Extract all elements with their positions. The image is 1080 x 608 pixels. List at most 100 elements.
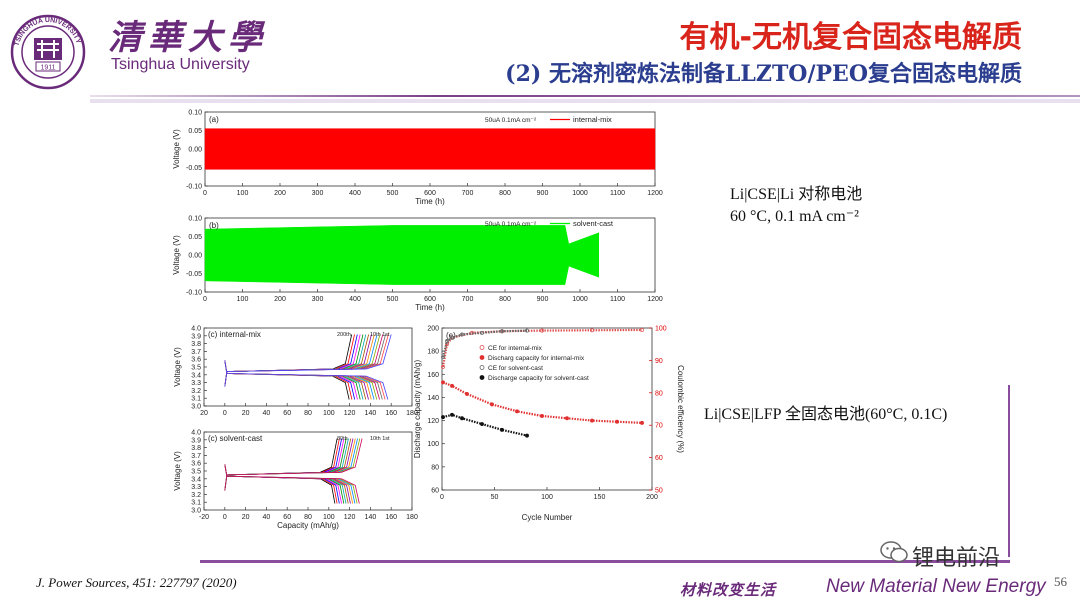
y-tick-label: 100 [427,441,439,448]
symmetric-cell-condition: 60 °C, 0.1 mA cm⁻² [730,206,862,228]
x-tick-label: 160 [385,514,397,521]
x-tick-label: 100 [323,514,335,521]
y2-tick-label: 70 [655,423,663,430]
y-tick-label: -0.10 [186,184,202,191]
legend-text: internal-mix [573,115,612,124]
y2-tick-label: 50 [655,488,663,495]
data-point [490,403,493,406]
x-tick-label: 150 [594,494,606,501]
panel-label: (a) [209,115,219,124]
x-tick-label: -20 [199,514,209,521]
x-tick-label: 140 [365,410,377,417]
condition-annotation: 50uA 0.1mA cm⁻² [485,221,537,228]
y-tick-label: 3.6 [191,461,201,468]
legend-text: solvent-cast [573,219,614,228]
slide-subtitle: (2) 无溶剂密炼法制备LLZTO/PEO复合固态电解质 [505,56,1022,88]
x-tick-label: 500 [387,190,399,197]
x-axis-label: Capacity (mAh/g) [277,521,339,530]
y2-tick-label: 80 [655,390,663,397]
y-tick-label: 3.6 [191,357,201,364]
x-tick-label: 20 [200,410,208,417]
data-point [450,384,453,387]
electrochem-figure: 0 100 200 300 400 500 600 700 800 900 1000 1100 1200… [168,106,686,548]
x-tick-label: 200 [646,494,658,501]
y-tick-label: 3.9 [191,333,201,340]
slogan-cn: 材料改变生活 [680,579,776,600]
x-tick-label: 120 [344,410,356,417]
y-tick-label: 4.0 [191,430,201,437]
y-tick-label: 0.00 [188,253,202,260]
y-tick-label: -0.10 [186,290,202,297]
x-tick-label: 500 [387,296,399,303]
y-tick-label: 60 [431,488,439,495]
y-tick-label: 160 [427,372,439,379]
x-tick-label: 100 [237,296,249,303]
data-point [500,428,503,431]
legend-marker [480,376,484,380]
x-tick-label: 0 [440,494,444,501]
x-tick-label: 400 [349,190,361,197]
slogan-en: New Material New Energy [826,576,1046,598]
page-number: 56 [1054,574,1067,590]
x-tick-label: 20 [242,410,250,417]
x-tick-label: 40 [263,410,271,417]
y-tick-label: 180 [427,349,439,356]
x-tick-label: 900 [537,190,549,197]
y-tick-label: 0.05 [188,234,202,241]
x-tick-label: 400 [349,296,361,303]
x-tick-label: 50 [491,494,499,501]
y-tick-label: 3.3 [191,380,201,387]
y-tick-label: 3.8 [191,445,201,452]
symmetric-cell-label: Li|CSE|Li 对称电池 [730,184,862,206]
cycle-label-start: 80th [337,436,348,442]
y-tick-label: 3.9 [191,437,201,444]
legend-entry: Discharg capacity for internal-mix [488,355,585,362]
y-tick-label: 120 [427,418,439,425]
x-tick-label: 0 [203,296,207,303]
y-axis-label: Discharge capacity (mAh/g) [413,360,422,459]
y-tick-label: 0.05 [188,128,202,135]
x-tick-label: 200 [274,296,286,303]
y-tick-label: 3.5 [191,469,201,476]
data-point [565,417,568,420]
university-name-cn: 清華大學 [108,10,268,59]
x-axis-label: Time (h) [415,303,445,312]
y-tick-label: 3.4 [191,372,201,379]
x-tick-label: 40 [263,514,271,521]
y2-axis-label: Coulombic efficiency (%) [676,365,685,453]
y-tick-label: 0.10 [188,110,202,117]
symmetric-cell-note: Li|CSE|Li 对称电池 60 °C, 0.1 mA cm⁻² [730,184,862,228]
legend-entry: CE for solvent-cast [488,365,543,372]
x-tick-label: 1200 [647,190,663,197]
x-tick-label: 80 [304,514,312,521]
x-tick-label: 900 [537,296,549,303]
x-tick-label: 600 [424,296,436,303]
x-tick-label: 60 [283,514,291,521]
x-tick-label: 60 [283,410,291,417]
y2-tick-label: 90 [655,358,663,365]
data-point [615,420,618,423]
x-tick-label: 100 [541,494,553,501]
x-tick-label: 1100 [610,296,625,303]
legend-marker [480,356,484,360]
x-tick-label: 700 [462,296,474,303]
data-point [450,413,453,416]
x-tick-label: 1200 [647,296,663,303]
x-tick-label: 300 [312,296,324,303]
y-tick-label: 3.7 [191,349,201,356]
voltage-envelope-internal-mix [205,129,655,170]
x-tick-label: 0 [223,410,227,417]
y-tick-label: 3.4 [191,476,201,483]
y-tick-label: 3.2 [191,388,201,395]
y-tick-label: 3.5 [191,365,201,372]
data-point [460,417,463,420]
x-tick-label: 300 [312,190,324,197]
y-axis-label: Voltage (V) [172,129,181,169]
x-tick-label: 160 [385,410,397,417]
legend-entry: CE for internal-mix [488,345,543,352]
x-tick-label: 0 [223,514,227,521]
data-point [640,421,643,424]
panel-label: (c) solvent-cast [208,434,263,443]
x-tick-label: 700 [462,190,474,197]
y-tick-label: 140 [427,395,439,402]
